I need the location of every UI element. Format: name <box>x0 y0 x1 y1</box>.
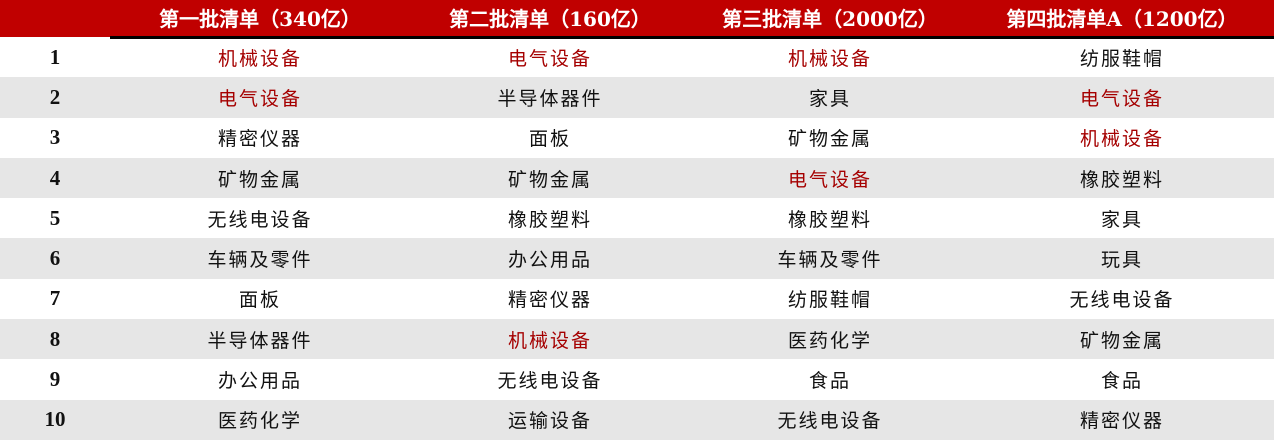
rank-cell: 3 <box>49 125 61 150</box>
table-row: 9 办公用品 无线电设备 食品 食品 <box>0 359 1274 399</box>
industry-cell: 玩具 <box>1100 249 1143 272</box>
industry-cell: 精密仪器 <box>217 128 302 151</box>
industry-cell: 电气设备 <box>1079 87 1164 110</box>
header-list-3: 第三批清单（2000亿） <box>690 0 970 39</box>
table-row: 5 无线电设备 橡胶塑料 橡胶塑料 家具 <box>0 198 1274 238</box>
industry-cell: 精密仪器 <box>507 289 592 312</box>
industry-cell: 面板 <box>238 289 281 312</box>
rank-cell: 7 <box>49 286 61 311</box>
rank-cell: 8 <box>49 326 61 351</box>
rank-cell: 6 <box>49 246 61 271</box>
table-body: 1 机械设备 电气设备 机械设备 纺服鞋帽 2 电气设备 半导体器件 家具 电气设备 3 精密仪器 面板… <box>0 37 1274 440</box>
table-row: 3 精密仪器 面板 矿物金属 机械设备 <box>0 118 1274 158</box>
table-row: 10 医药化学 运输设备 无线电设备 精密仪器 <box>0 399 1274 440</box>
rank-cell: 5 <box>49 205 61 230</box>
industry-cell: 纺服鞋帽 <box>1079 48 1164 71</box>
industry-cell: 办公用品 <box>217 370 302 393</box>
industry-cell: 无线电设备 <box>777 410 883 433</box>
header-list-4a: 第四批清单A（1200亿） <box>970 0 1274 39</box>
industry-cell: 机械设备 <box>507 329 592 352</box>
industry-cell: 半导体器件 <box>497 87 603 110</box>
industry-cell: 机械设备 <box>787 48 872 71</box>
industry-cell: 机械设备 <box>217 48 302 71</box>
table-row: 2 电气设备 半导体器件 家具 电气设备 <box>0 77 1274 118</box>
table-row: 1 机械设备 电气设备 机械设备 纺服鞋帽 <box>0 37 1274 77</box>
industry-cell: 橡胶塑料 <box>507 208 592 231</box>
industry-cell: 食品 <box>808 370 851 393</box>
rank-cell: 2 <box>49 84 61 109</box>
industry-cell: 无线电设备 <box>207 208 313 231</box>
industry-cell: 机械设备 <box>1079 128 1164 151</box>
industry-cell: 精密仪器 <box>1079 410 1164 433</box>
industry-cell: 车辆及零件 <box>777 249 883 272</box>
table-row: 7 面板 精密仪器 纺服鞋帽 无线电设备 <box>0 279 1274 319</box>
industry-cell: 电气设备 <box>507 48 592 71</box>
rank-cell: 1 <box>49 44 61 69</box>
industry-cell: 矿物金属 <box>507 168 592 191</box>
header-rank <box>0 0 110 37</box>
industry-cell: 矿物金属 <box>1079 329 1164 352</box>
rank-cell: 4 <box>49 165 61 190</box>
table-row: 8 半导体器件 机械设备 医药化学 矿物金属 <box>0 319 1274 360</box>
industry-cell: 橡胶塑料 <box>787 208 872 231</box>
industry-cell: 纺服鞋帽 <box>787 289 872 312</box>
industry-cell: 矿物金属 <box>787 128 872 151</box>
header-list-2: 第二批清单（160亿） <box>410 0 690 39</box>
header-list-1: 第一批清单（340亿） <box>110 0 410 39</box>
industry-cell: 矿物金属 <box>217 168 302 191</box>
rank-cell: 10 <box>44 407 66 432</box>
industry-cell: 电气设备 <box>787 168 872 191</box>
industry-cell: 面板 <box>528 128 571 151</box>
industry-cell: 医药化学 <box>217 410 302 433</box>
industry-cell: 食品 <box>1100 370 1143 393</box>
header-row: 第一批清单（340亿） 第二批清单（160亿） 第三批清单（2000亿） 第四批… <box>0 0 1274 39</box>
industry-cell: 橡胶塑料 <box>1079 168 1164 191</box>
industry-cell: 无线电设备 <box>497 370 603 393</box>
industry-cell: 无线电设备 <box>1069 289 1175 312</box>
industry-cell: 运输设备 <box>507 410 592 433</box>
table-row: 4 矿物金属 矿物金属 电气设备 橡胶塑料 <box>0 157 1274 199</box>
industry-cell: 车辆及零件 <box>207 249 313 272</box>
table-row: 6 车辆及零件 办公用品 车辆及零件 玩具 <box>0 238 1274 279</box>
rank-cell: 9 <box>49 367 61 392</box>
industry-cell: 医药化学 <box>787 329 872 352</box>
industry-cell: 办公用品 <box>507 249 592 272</box>
industry-cell: 半导体器件 <box>207 329 313 352</box>
industry-cell: 家具 <box>808 87 851 110</box>
industry-cell: 电气设备 <box>217 87 302 110</box>
industry-cell: 家具 <box>1100 208 1143 231</box>
